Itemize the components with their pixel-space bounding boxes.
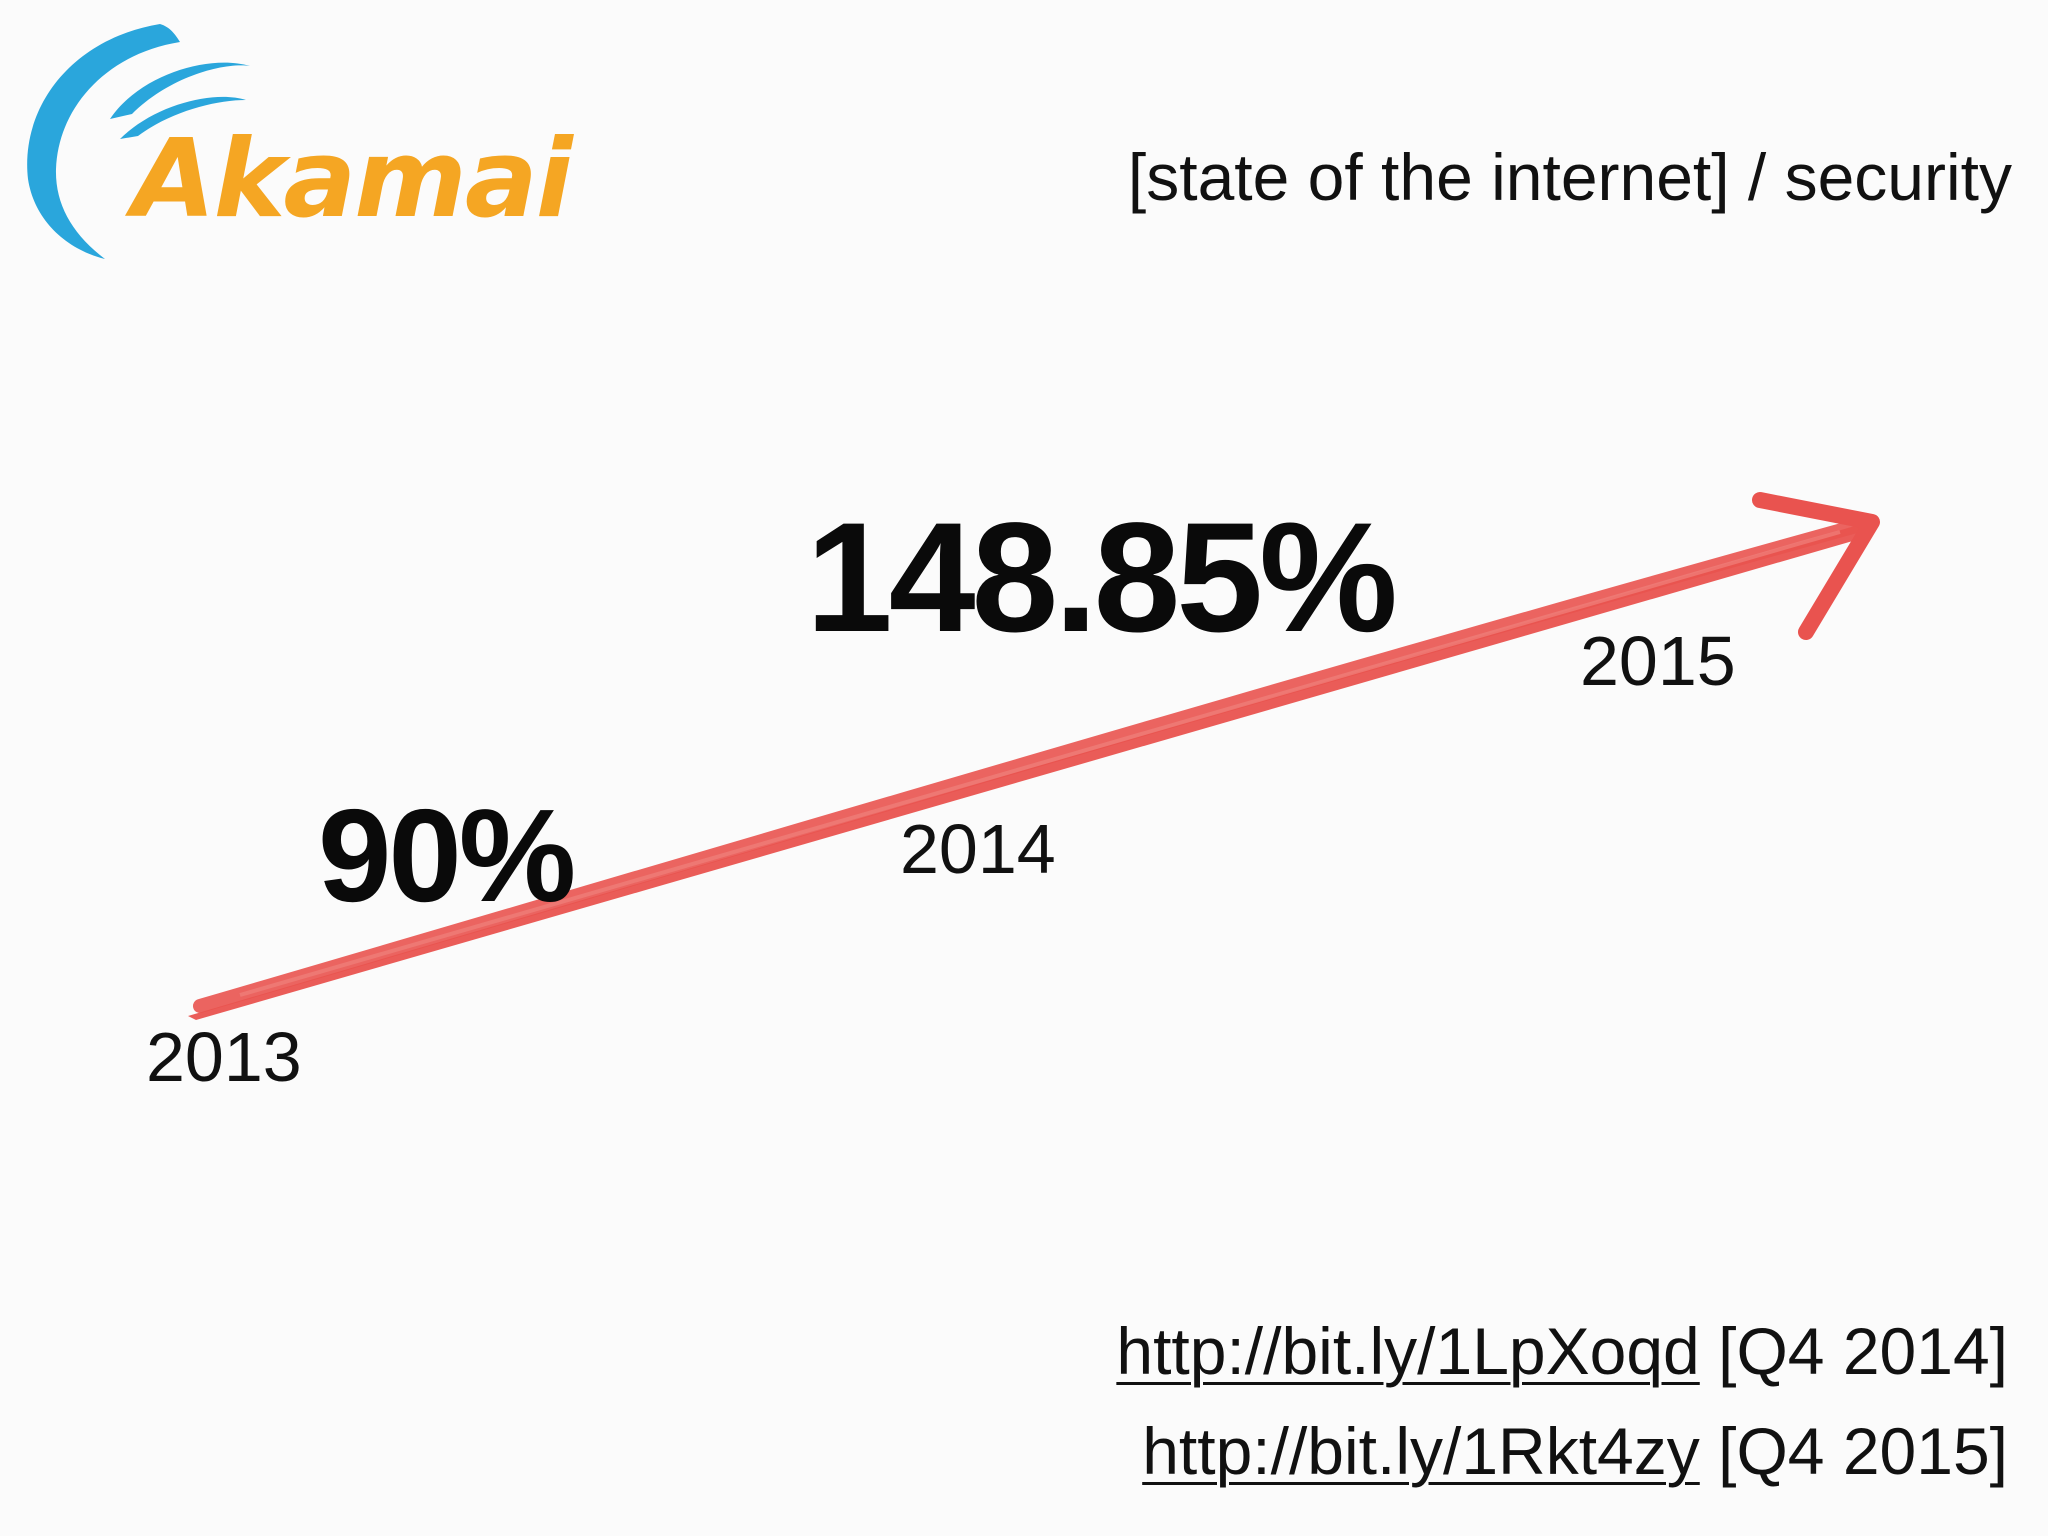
akamai-swoosh-icon <box>27 24 250 259</box>
year-label-2014: 2014 <box>900 810 1056 888</box>
stat-2014-value: 148.85% <box>806 491 1398 665</box>
year-label-2013: 2013 <box>146 1018 302 1096</box>
source-link-q4-2014[interactable]: http://bit.ly/1LpXoqd <box>1116 1314 1700 1388</box>
source-note-q4-2014: [Q4 2014] <box>1718 1314 2008 1388</box>
source-link-q4-2015[interactable]: http://bit.ly/1Rkt4zy <box>1142 1414 1700 1488</box>
stat-2013-value: 90% <box>318 782 576 929</box>
page-title: [state of the internet] / security <box>1127 140 2012 214</box>
source-note-q4-2015: [Q4 2015] <box>1718 1414 2008 1488</box>
source-line: http://bit.ly/1LpXoqd [Q4 2014] <box>1116 1318 2008 1384</box>
year-label-2015: 2015 <box>1580 622 1736 700</box>
akamai-wordmark: Akamai <box>132 117 573 242</box>
growth-arrow-head <box>1752 492 1880 640</box>
sources: http://bit.ly/1LpXoqd [Q4 2014] http://b… <box>1116 1318 2008 1518</box>
source-line: http://bit.ly/1Rkt4zy [Q4 2015] <box>1116 1418 2008 1484</box>
akamai-logo: Akamai <box>10 14 610 264</box>
